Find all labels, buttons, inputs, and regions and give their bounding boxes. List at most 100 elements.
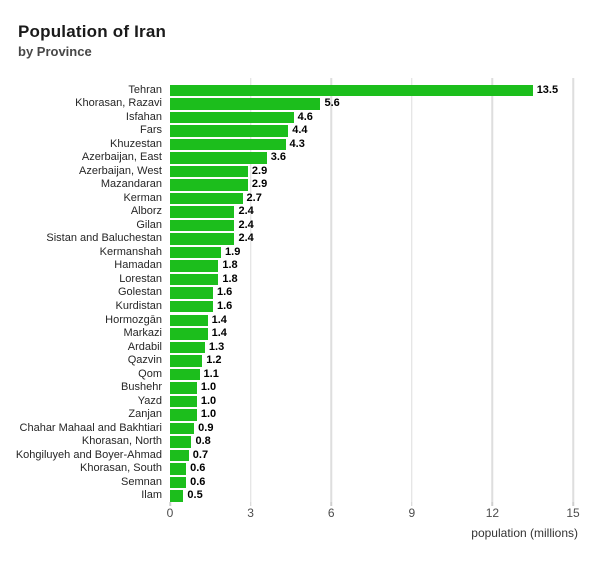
bar (170, 355, 203, 367)
x-tick-label: 0 (166, 506, 174, 520)
bar-row: Hormozgān 1.4 (0, 313, 605, 326)
bar-track: 0.6 (170, 476, 573, 489)
bar-value-label: 1.0 (200, 381, 217, 394)
bar-row: Isfahan 4.6 (0, 110, 605, 124)
bar-track: 0.6 (170, 463, 573, 475)
x-tick-label: 3 (247, 506, 254, 520)
category-label: Qazvin (127, 354, 162, 367)
bar (170, 84, 533, 96)
bar (170, 246, 222, 259)
bar-value-label: 2.4 (238, 232, 254, 245)
x-tick-mark (491, 502, 494, 506)
bar-value-label: 13.5 (536, 83, 559, 96)
bar (170, 98, 321, 110)
chart-title: Population of Iran (18, 22, 167, 41)
category-label: Gilan (136, 218, 162, 231)
category-label: Zanjan (128, 408, 162, 421)
category-label: Khorasan, Razavi (75, 97, 162, 110)
x-gridline (330, 78, 332, 502)
bar-value-label: 1.4 (211, 327, 227, 340)
bar-track: 1.8 (170, 273, 573, 286)
bar-value-label: 2.4 (238, 205, 254, 218)
bar (170, 422, 195, 435)
bar-value-label: 1.0 (200, 394, 217, 407)
bar-row: Azerbaijan, East 3.6 (0, 152, 605, 164)
category-label: Khuzestan (110, 137, 162, 150)
x-axis: 0 3 6 9 12 15 (166, 502, 580, 542)
bar (170, 111, 294, 124)
bar-track: 2.4 (170, 219, 573, 232)
bar-row: Khorasan, North 0.8 (0, 436, 605, 448)
bar-row: Kermanshah 1.9 (0, 245, 605, 259)
bar-value-label: 0.6 (190, 462, 206, 475)
category-label: Ardabil (127, 340, 162, 353)
bar-row: Gilan 2.4 (0, 218, 605, 232)
bar-track: 0.8 (170, 436, 573, 448)
bar-value-label: 5.6 (324, 97, 340, 110)
x-tick-label: 9 (408, 506, 416, 520)
bar-value-label: 4.4 (292, 124, 308, 137)
x-gridline (572, 78, 574, 502)
bar-track: 2.4 (170, 233, 573, 245)
bar-row: Bushehr 1.0 (0, 382, 605, 394)
bar (170, 328, 208, 340)
bar-value-label: 2.7 (246, 191, 262, 204)
bar-track: 2.7 (170, 191, 573, 205)
bar-track: 1.8 (170, 260, 573, 272)
bar (170, 192, 243, 205)
x-tick-label: 12 (485, 506, 500, 520)
bar (170, 125, 289, 137)
category-label: Semnan (121, 475, 162, 488)
category-label: Azerbaijan, West (79, 164, 162, 177)
category-label: Lorestan (119, 272, 162, 285)
x-tick-mark (249, 502, 252, 506)
bar-row: Qazvin 1.2 (0, 355, 605, 367)
bar-track: 0.5 (170, 490, 573, 502)
bar-row: Zanjan 1.0 (0, 409, 605, 421)
bar-row: Sistan and Baluchestan 2.4 (0, 233, 605, 245)
gridlines-container (170, 78, 574, 502)
bar-row: Markazi 1.4 (0, 328, 605, 340)
bar-value-label: 0.5 (187, 489, 203, 502)
bar-track: 4.3 (170, 138, 573, 151)
bar-value-label: 4.6 (297, 110, 313, 123)
bar-track: 1.3 (170, 341, 573, 354)
category-label: Azerbaijan, East (81, 151, 162, 164)
category-label: Kerman (123, 191, 162, 204)
x-tick-mark (572, 502, 574, 506)
bar (170, 273, 219, 286)
bar-track: 1.6 (170, 299, 573, 313)
category-label: Golestan (117, 286, 162, 299)
bar-row: Qom 1.1 (0, 367, 605, 381)
bar-track: 1.4 (170, 314, 573, 326)
bar-track: 3.6 (170, 152, 573, 164)
bar (170, 206, 235, 218)
bar-track: 1.2 (170, 355, 573, 367)
category-label: Qom (138, 367, 162, 380)
bar-value-label: 1.6 (216, 299, 233, 312)
bar (170, 260, 219, 272)
bar (170, 152, 267, 164)
bar-track: 2.4 (170, 206, 573, 218)
category-label: Mazandaran (100, 178, 162, 191)
category-label: Khorasan, North (81, 435, 162, 448)
bar-row: Hamadan 1.8 (0, 260, 605, 272)
bar-row: Ardabil 1.3 (0, 340, 605, 354)
bar-track: 0.7 (170, 448, 573, 462)
chart-subtitle: by Province (18, 44, 92, 59)
category-label: Hormozgān (105, 313, 162, 326)
bar (170, 219, 235, 232)
bar-value-label: 1.6 (216, 286, 233, 299)
bar-value-label: 1.9 (225, 245, 241, 258)
bar (170, 179, 248, 191)
bar (170, 138, 286, 151)
category-label: Tehran (128, 83, 162, 96)
bar-value-label: 0.7 (192, 448, 209, 461)
bar-value-label: 2.9 (251, 164, 268, 177)
x-gridline (491, 78, 494, 502)
category-label: Ilam (141, 489, 162, 502)
category-label: Isfahan (125, 110, 162, 123)
bar-track: 1.4 (170, 328, 573, 340)
bar-row: Ilam 0.5 (0, 490, 605, 502)
category-label: Kermanshah (99, 245, 162, 258)
